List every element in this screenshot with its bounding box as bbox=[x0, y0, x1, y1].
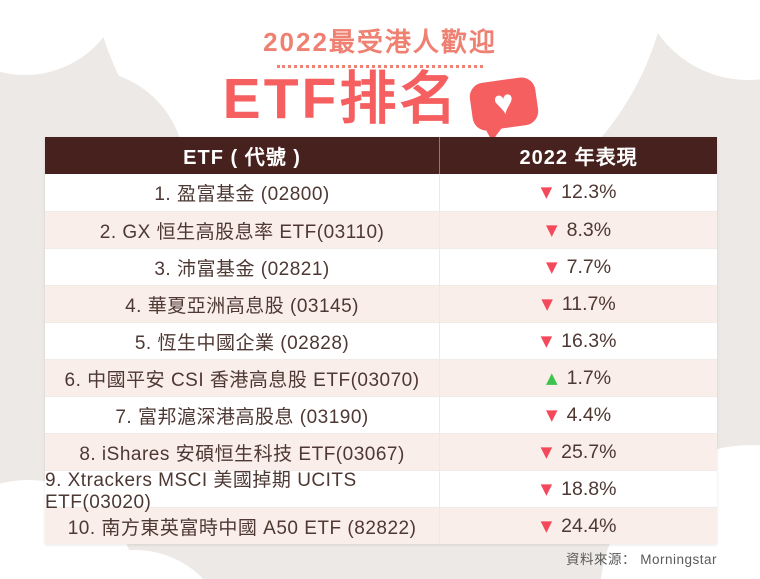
title-row: ETF排名 ♥ bbox=[0, 67, 760, 133]
table-row: 3. 沛富基金 (02821) ▼ 7.7% bbox=[45, 248, 717, 285]
direction-triangle-icon: ▼ bbox=[540, 516, 553, 535]
column-header-performance: 2022 年表現 bbox=[519, 147, 638, 169]
table-row: 10. 南方東英富時中國 A50 ETF (82822) ▼ 24.4% bbox=[45, 507, 717, 544]
direction-triangle-icon: ▼ bbox=[540, 442, 553, 461]
table-row: 5. 恆生中國企業 (02828) ▼ 16.3% bbox=[45, 322, 717, 359]
performance-value: 8.3% bbox=[566, 218, 612, 241]
performance-value: 12.3% bbox=[561, 181, 617, 203]
etf-name: 3. 沛富基金 (02821) bbox=[45, 249, 441, 285]
column-header-etf: ETF ( 代號 ) bbox=[45, 137, 441, 174]
direction-triangle-icon: ▲ bbox=[546, 368, 558, 387]
table-row: 8. iShares 安碩恒生科技 ETF(03067) ▼ 25.7% bbox=[45, 433, 717, 470]
subtitle: 2022最受港人歡迎 bbox=[263, 27, 497, 57]
etf-performance: ▼ 24.4% bbox=[440, 508, 717, 544]
dotted-divider bbox=[277, 65, 483, 68]
etf-name: 6. 中國平安 CSI 香港高息股 ETF(03070) bbox=[45, 360, 441, 396]
table-row: 2. GX 恒生高股息率 ETF(03110) ▼ 8.3% bbox=[45, 211, 717, 248]
heart-like-icon: ♥ bbox=[468, 75, 541, 133]
direction-triangle-icon: ▼ bbox=[546, 257, 558, 276]
direction-triangle-icon: ▼ bbox=[540, 183, 553, 201]
etf-performance: ▼ 11.7% bbox=[440, 286, 717, 322]
etf-name: 4. 華夏亞洲高息股 (03145) bbox=[45, 286, 441, 322]
etf-performance: ▼ 16.3% bbox=[440, 323, 717, 359]
etf-name: 5. 恆生中國企業 (02828) bbox=[45, 323, 441, 359]
direction-triangle-icon: ▼ bbox=[546, 220, 558, 239]
etf-name: 1. 盈富基金 (02800) bbox=[45, 174, 441, 211]
etf-name: 9. Xtrackers MSCI 美國掉期 UCITS ETF(03020) bbox=[45, 470, 441, 513]
page-header: 2022最受港人歡迎 ETF排名 ♥ bbox=[0, 22, 760, 133]
performance-value: 16.3% bbox=[561, 329, 617, 352]
etf-performance: ▼ 8.3% bbox=[440, 212, 717, 248]
table-row: 6. 中國平安 CSI 香港高息股 ETF(03070) ▲ 1.7% bbox=[45, 359, 717, 396]
direction-triangle-icon: ▼ bbox=[540, 331, 553, 350]
performance-value: 25.7% bbox=[561, 440, 617, 463]
etf-name: 8. iShares 安碩恒生科技 ETF(03067) bbox=[45, 434, 441, 470]
etf-name: 7. 富邦滬深港高股息 (03190) bbox=[45, 397, 441, 433]
direction-triangle-icon: ▼ bbox=[546, 405, 558, 424]
data-source: 資料來源： Morningstar bbox=[565, 552, 717, 567]
etf-name: 2. GX 恒生高股息率 ETF(03110) bbox=[45, 212, 441, 248]
direction-triangle-icon: ▼ bbox=[540, 479, 553, 498]
performance-value: 7.7% bbox=[566, 255, 612, 278]
performance-value: 1.7% bbox=[566, 366, 612, 389]
table-row: 7. 富邦滬深港高股息 (03190) ▼ 4.4% bbox=[45, 396, 717, 433]
page-title: ETF排名 bbox=[222, 67, 460, 131]
etf-name: 10. 南方東英富時中國 A50 ETF (82822) bbox=[45, 508, 441, 544]
table-row: 4. 華夏亞洲高息股 (03145) ▼ 11.7% bbox=[45, 285, 717, 322]
etf-performance: ▲ 1.7% bbox=[440, 360, 717, 396]
direction-triangle-icon: ▼ bbox=[541, 294, 553, 313]
etf-performance: ▼ 12.3% bbox=[440, 174, 717, 211]
performance-value: 4.4% bbox=[566, 403, 612, 426]
etf-performance: ▼ 7.7% bbox=[440, 249, 717, 285]
table-row: 1. 盈富基金 (02800) ▼ 12.3% bbox=[45, 174, 717, 211]
table-row: 9. Xtrackers MSCI 美國掉期 UCITS ETF(03020) … bbox=[45, 470, 717, 513]
heart-glyph: ♥ bbox=[491, 82, 517, 123]
performance-value: 11.7% bbox=[561, 292, 616, 315]
table-body: 1. 盈富基金 (02800) ▼ 12.3% 2. GX 恒生高股息率 ETF… bbox=[45, 174, 717, 544]
etf-performance: ▼ 18.8% bbox=[440, 471, 717, 507]
performance-value: 24.4% bbox=[561, 514, 617, 537]
performance-value: 18.8% bbox=[561, 477, 617, 500]
etf-performance: ▼ 25.7% bbox=[440, 434, 717, 470]
table-header-row: ETF ( 代號 ) 2022 年表現 bbox=[45, 137, 717, 174]
etf-performance: ▼ 4.4% bbox=[440, 397, 717, 433]
etf-ranking-table: ETF ( 代號 ) 2022 年表現 1. 盈富基金 (02800) ▼ 12… bbox=[45, 137, 717, 544]
